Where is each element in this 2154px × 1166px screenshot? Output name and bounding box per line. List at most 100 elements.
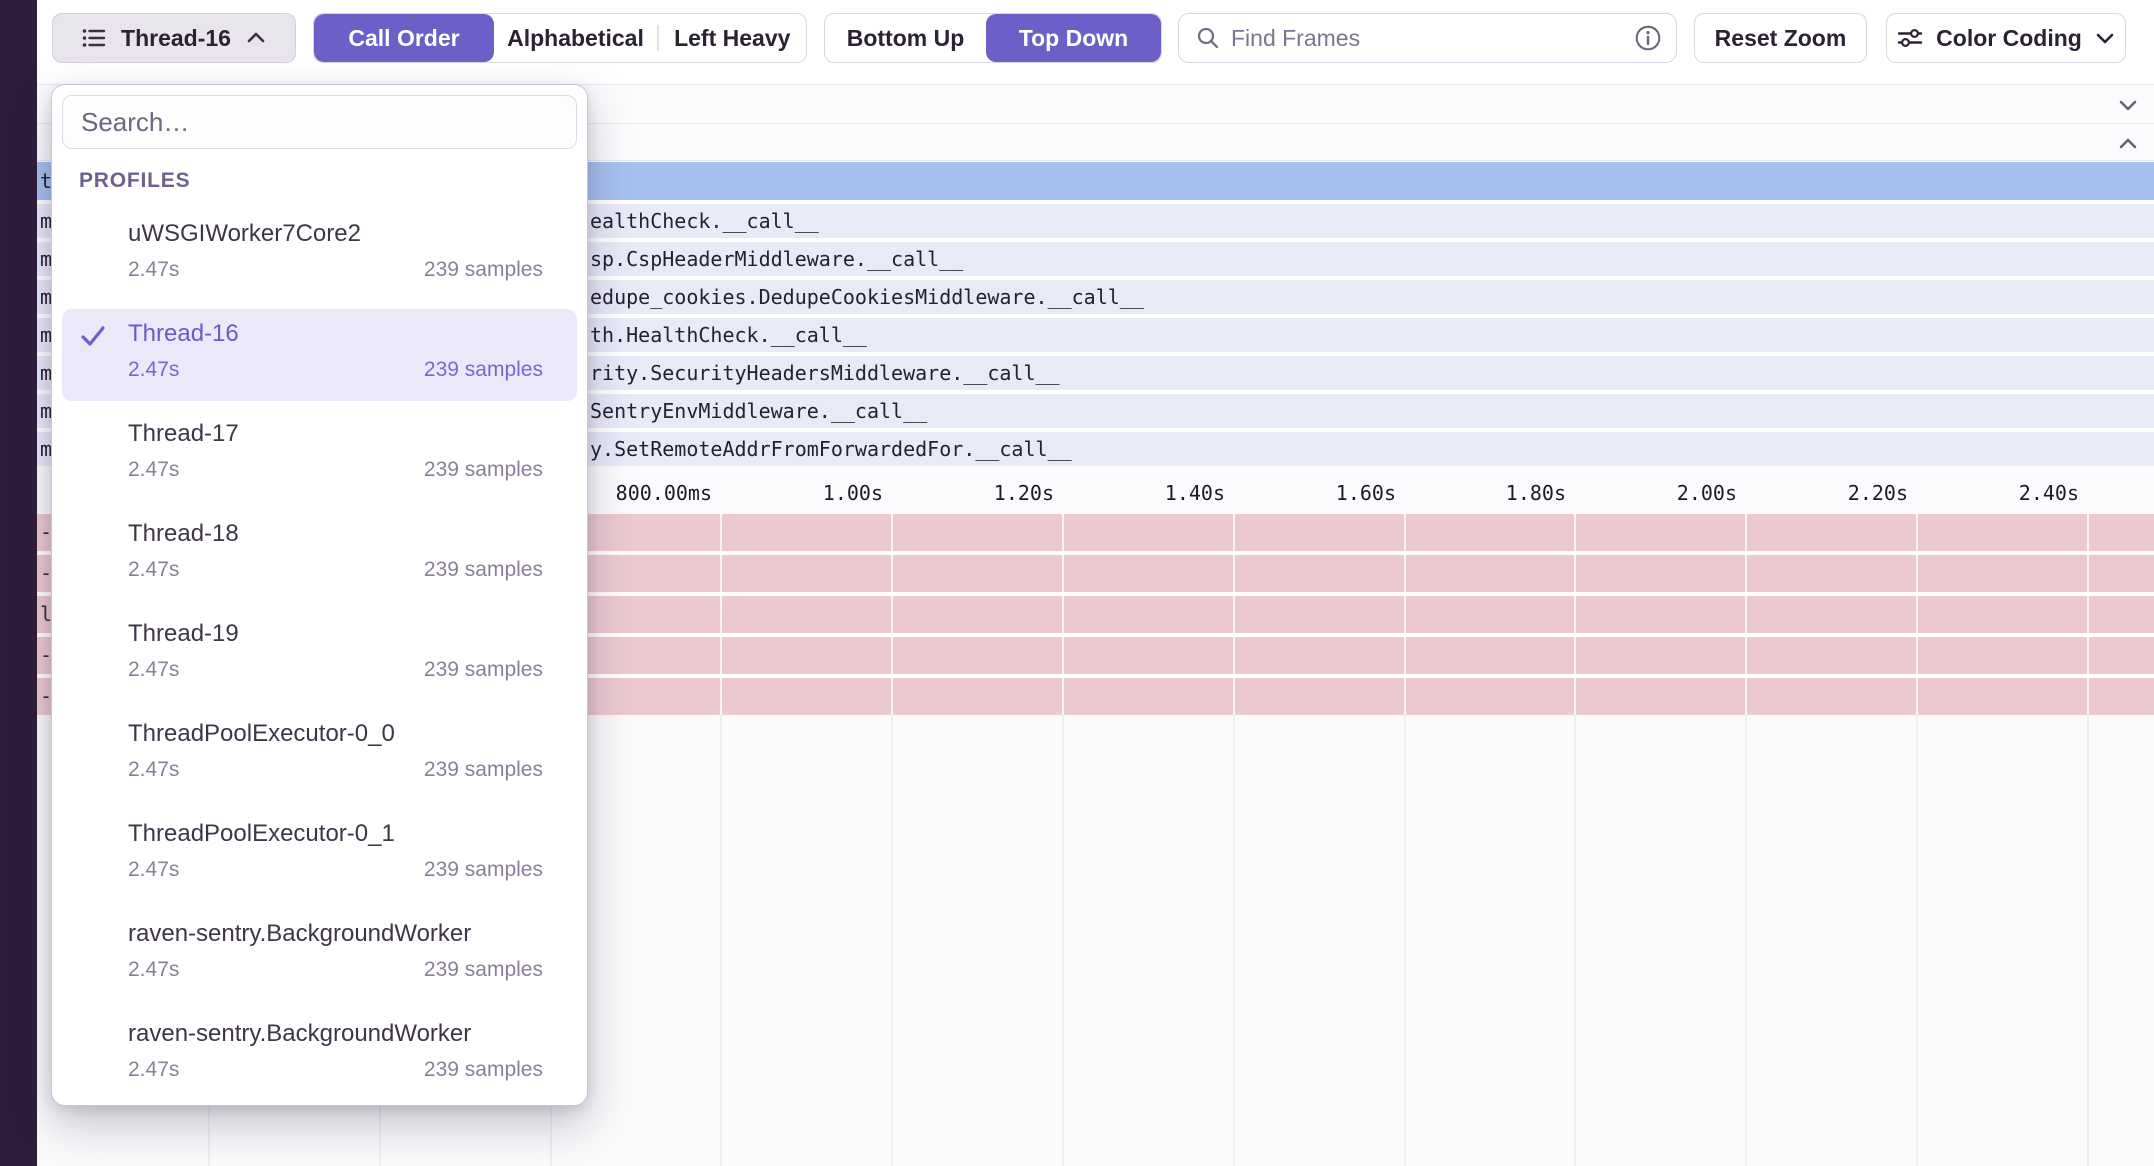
profiles-list: uWSGIWorker7Core2 2.47s 239 samples Thread-…	[52, 205, 587, 1105]
find-frames-input[interactable]	[1231, 24, 1624, 52]
gridline	[1233, 715, 1235, 1166]
thread-selector-dropdown: PROFILES uWSGIWorker7Core2 2.47s 239 sampl…	[51, 84, 588, 1106]
frame-text-partial: -	[40, 643, 53, 667]
profile-samples: 239 samples	[423, 758, 543, 781]
profile-duration: 2.47s	[128, 958, 180, 981]
thread-selector-label: Thread-16	[121, 24, 231, 51]
frame-text-partial: m	[40, 285, 53, 309]
profile-duration: 2.47s	[128, 258, 180, 281]
gridline	[1062, 715, 1064, 1166]
profile-name: raven-sentry.BackgroundWorker	[128, 920, 472, 947]
profile-name: Thread-19	[128, 620, 239, 647]
time-tick-label: 2.00s	[1676, 481, 1737, 505]
dropdown-search	[62, 95, 577, 149]
profile-option[interactable]: ThreadPoolExecutor-0_1 2.47s 239 samples	[52, 805, 587, 905]
info-icon[interactable]	[1634, 24, 1662, 52]
frame-text-partial: m	[40, 247, 53, 271]
gridline	[2087, 715, 2089, 1166]
frame-text: sp.CspHeaderMiddleware.__call__	[590, 247, 964, 271]
chevron-down-icon[interactable]	[2116, 93, 2140, 117]
segment-divider	[657, 25, 659, 51]
profile-duration: 2.47s	[128, 758, 180, 781]
profile-duration: 2.47s	[128, 658, 180, 681]
profile-duration: 2.47s	[128, 458, 180, 481]
profile-meta: 2.47s 239 samples	[128, 957, 543, 983]
gridline	[720, 715, 722, 1166]
frame-text-partial: -	[40, 684, 53, 708]
color-coding-label: Color Coding	[1936, 24, 2082, 51]
profile-samples: 239 samples	[423, 658, 543, 681]
time-tick-label: 2.40s	[2018, 481, 2079, 505]
time-tick-label: 800.00ms	[615, 481, 712, 505]
profile-meta: 2.47s 239 samples	[128, 1057, 543, 1083]
gridline	[1404, 715, 1406, 1166]
left-rail	[0, 0, 37, 1166]
profile-option[interactable]: uWSGIWorker7Core2 2.47s 239 samples	[52, 205, 587, 305]
profile-meta: 2.47s 239 samples	[128, 757, 543, 783]
gridline	[1574, 514, 1576, 715]
dropdown-search-input[interactable]	[81, 106, 558, 138]
gridline	[1916, 514, 1918, 715]
thread-selector-button[interactable]: Thread-16	[52, 13, 296, 63]
check-icon	[78, 321, 108, 351]
gridline	[1745, 514, 1747, 715]
profile-option[interactable]: Thread-18 2.47s 239 samples	[52, 505, 587, 605]
reset-zoom-button[interactable]: Reset Zoom	[1694, 13, 1867, 63]
frame-text: y.SetRemoteAddrFromForwardedFor.__call__	[590, 437, 1072, 461]
profile-name: ThreadPoolExecutor-0_0	[128, 720, 395, 747]
frame-text-partial: m	[40, 361, 53, 385]
chevron-down-icon	[2094, 27, 2116, 49]
gridline	[891, 514, 893, 715]
profile-name: ThreadPoolExecutor-0_1	[128, 820, 395, 847]
profile-meta: 2.47s 239 samples	[128, 257, 543, 283]
profile-meta: 2.47s 239 samples	[128, 357, 543, 383]
tab-alphabetical[interactable]: Alphabetical	[494, 14, 657, 62]
time-tick-label: 2.20s	[1847, 481, 1908, 505]
find-frames-search	[1178, 13, 1677, 63]
profile-duration: 2.47s	[128, 358, 180, 381]
color-coding-button[interactable]: Color Coding	[1886, 13, 2126, 63]
chevron-up-icon[interactable]	[2116, 132, 2140, 156]
frame-text: th.HealthCheck.__call__	[590, 323, 867, 347]
tab-left-heavy[interactable]: Left Heavy	[659, 14, 807, 62]
profile-samples: 239 samples	[423, 458, 543, 481]
frame-text-partial: m	[40, 323, 53, 347]
frame-text-partial: m	[40, 209, 53, 233]
gridline	[2087, 514, 2089, 715]
profile-samples: 239 samples	[423, 358, 543, 381]
gridline	[1062, 514, 1064, 715]
frame-text: ealthCheck.__call__	[590, 209, 819, 233]
search-icon	[1195, 25, 1221, 51]
frame-text-partial: -	[40, 561, 53, 585]
gridline	[891, 715, 893, 1166]
gridline	[1574, 715, 1576, 1166]
profile-option[interactable]: raven-sentry.BackgroundWorker 2.47s 239 sa…	[52, 1005, 587, 1105]
tab-call-order[interactable]: Call Order	[314, 14, 494, 62]
profile-samples: 239 samples	[423, 258, 543, 281]
list-icon	[81, 25, 107, 51]
time-tick-label: 1.00s	[822, 481, 883, 505]
profile-duration: 2.47s	[128, 558, 180, 581]
profile-name: uWSGIWorker7Core2	[128, 220, 361, 247]
frame-text-partial: l	[40, 602, 53, 626]
gridline	[720, 514, 722, 715]
gridline	[1404, 514, 1406, 715]
profile-samples: 239 samples	[423, 958, 543, 981]
profile-option[interactable]: Thread-16 2.47s 239 samples	[52, 305, 587, 405]
frame-text: rity.SecurityHeadersMiddleware.__call__	[590, 361, 1060, 385]
profile-option[interactable]: raven-sentry.BackgroundWorker 2.47s 239 sa…	[52, 905, 587, 1005]
gridline	[1916, 715, 1918, 1166]
gridline	[1745, 715, 1747, 1166]
frame-text-partial: t	[40, 169, 53, 193]
tab-top-down[interactable]: Top Down	[986, 14, 1161, 62]
profile-option[interactable]: Thread-17 2.47s 239 samples	[52, 405, 587, 505]
profile-name: Thread-17	[128, 420, 239, 447]
profile-option[interactable]: ThreadPoolExecutor-0_0 2.47s 239 samples	[52, 705, 587, 805]
time-tick-label: 1.40s	[1164, 481, 1225, 505]
frame-text: edupe_cookies.DedupeCookiesMiddleware.__…	[590, 285, 1144, 309]
tab-bottom-up[interactable]: Bottom Up	[825, 14, 986, 62]
profile-option[interactable]: Thread-19 2.47s 239 samples	[52, 605, 587, 705]
profile-samples: 239 samples	[423, 558, 543, 581]
profile-meta: 2.47s 239 samples	[128, 857, 543, 883]
